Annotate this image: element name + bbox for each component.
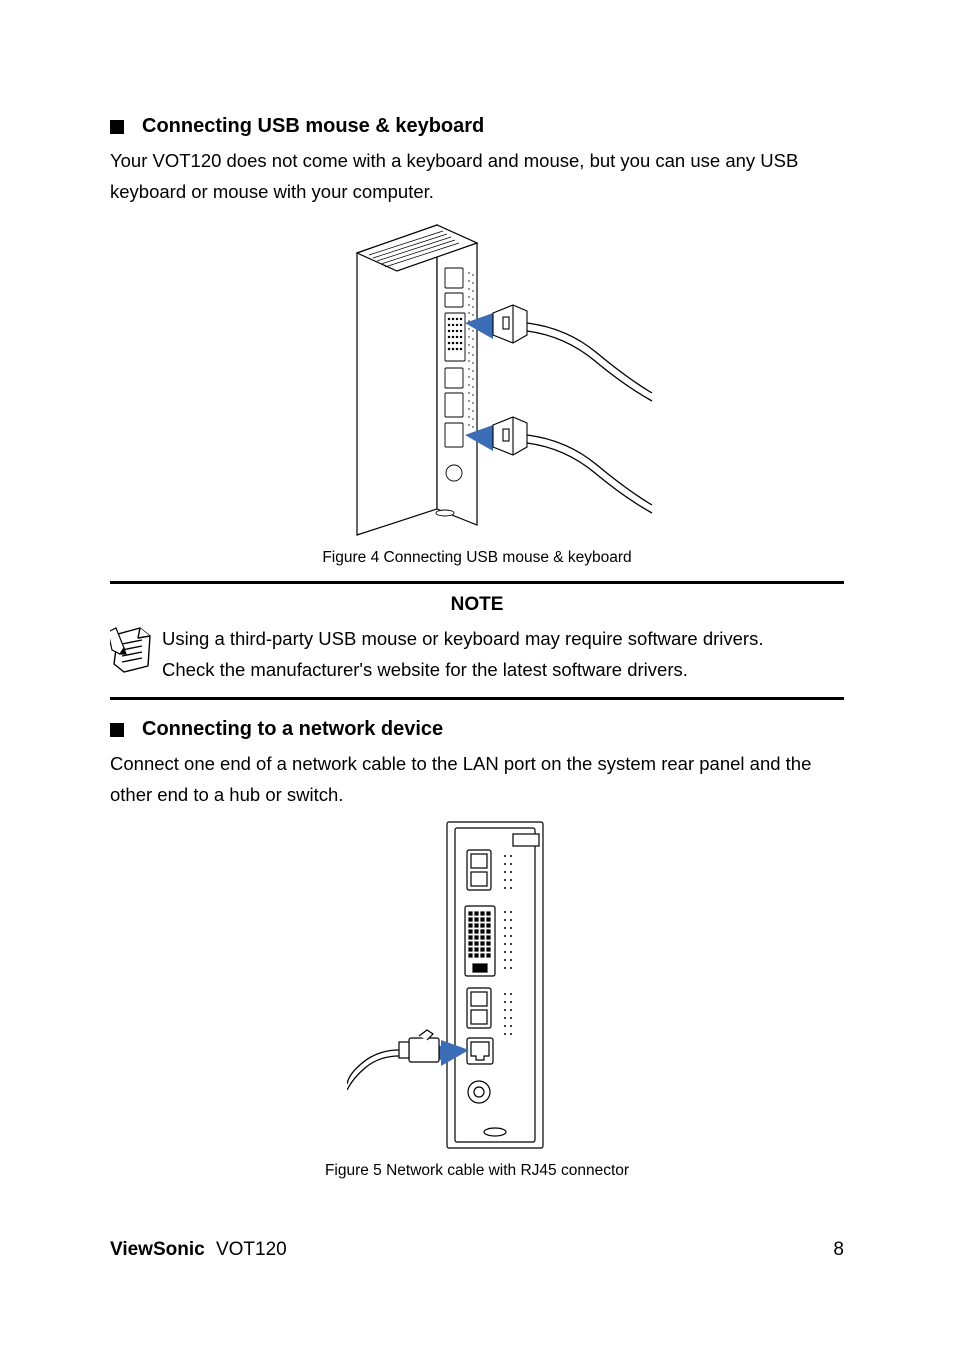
section2-heading-text: Connecting to a network device [142, 718, 443, 741]
page-footer: ViewSonic VOT120 8 [110, 1239, 844, 1261]
bullet-icon [110, 723, 124, 737]
section1-heading: Connecting USB mouse & keyboard [110, 115, 844, 138]
figure-4: Figure 4 Connecting USB mouse & keyboard [110, 213, 844, 567]
section1-heading-text: Connecting USB mouse & keyboard [142, 115, 484, 138]
section2-heading: Connecting to a network device [110, 718, 844, 741]
footer-brand: ViewSonic [110, 1239, 205, 1260]
bullet-icon [110, 120, 124, 134]
section1-body: Your VOT120 does not come with a keyboar… [110, 146, 844, 207]
note-title: NOTE [110, 594, 844, 616]
figure5-caption: Figure 5 Network cable with RJ45 connect… [110, 1162, 844, 1180]
figure-5: Figure 5 Network cable with RJ45 connect… [110, 816, 844, 1180]
network-connection-diagram [347, 816, 607, 1156]
footer-left: ViewSonic VOT120 [110, 1239, 287, 1261]
usb-connection-diagram [297, 213, 657, 543]
note-text: Using a third-party USB mouse or keyboar… [162, 624, 764, 685]
note-rule-bottom [110, 697, 844, 700]
section2-body: Connect one end of a network cable to th… [110, 749, 844, 810]
figure4-caption: Figure 4 Connecting USB mouse & keyboard [110, 549, 844, 567]
footer-page-number: 8 [833, 1239, 844, 1261]
note-rule-top [110, 581, 844, 584]
note-body: Using a third-party USB mouse or keyboar… [110, 624, 844, 685]
note-line1: Using a third-party USB mouse or keyboar… [162, 624, 764, 655]
note-paper-icon [110, 626, 154, 679]
note-line2: Check the manufacturer's website for the… [162, 655, 764, 686]
footer-model: VOT120 [216, 1239, 287, 1260]
